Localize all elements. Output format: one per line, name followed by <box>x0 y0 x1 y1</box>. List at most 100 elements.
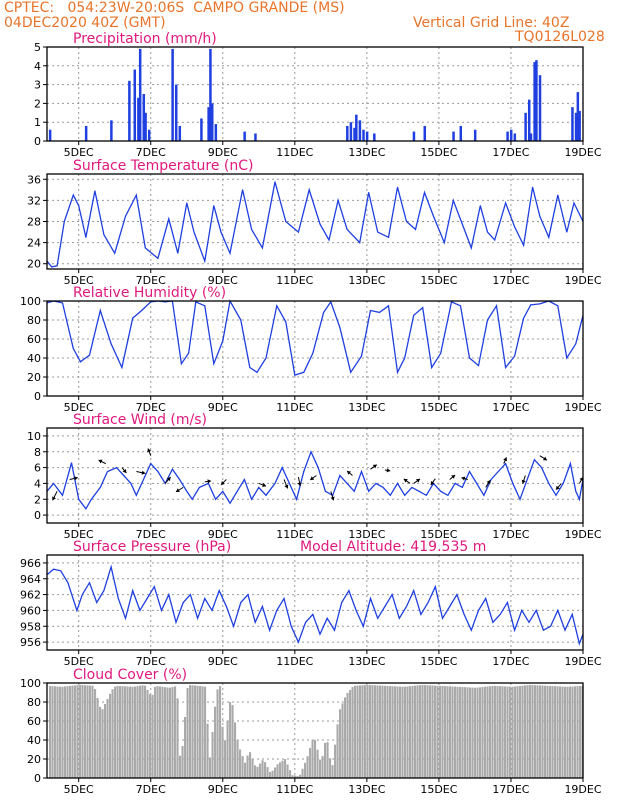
cloud-bar <box>209 757 212 778</box>
precip-bar <box>353 127 356 141</box>
cloud-bar <box>274 767 277 778</box>
header-grid-note: Vertical Grid Line: 40Z <box>413 15 570 31</box>
cloud-bar <box>59 686 62 778</box>
wind-vector-arrowhead <box>386 468 391 473</box>
cloud-bar <box>126 686 129 778</box>
wind-panel: 0 2 4 6 8 10 5DEC 7DEC 9DEC 11DEC 13DEC 15DEC 17DEC 1… <box>27 412 602 541</box>
pres-point <box>405 605 407 607</box>
wind-point <box>85 508 87 510</box>
cloud-bar <box>276 764 279 778</box>
wind-point <box>533 459 535 461</box>
pres-point <box>499 613 501 615</box>
cloud-bar <box>181 745 184 778</box>
cloud-frame <box>46 682 584 779</box>
cloud-bar <box>379 685 382 778</box>
cloud-bar <box>331 765 334 778</box>
cloud-bar <box>484 686 487 778</box>
wind-point <box>107 471 109 473</box>
precip-bar <box>473 129 477 141</box>
cloud-bar <box>231 704 234 778</box>
cloud-bar <box>411 685 414 778</box>
wind-point <box>61 494 63 496</box>
cloud-bar <box>476 687 479 778</box>
cloud-bar <box>529 684 532 778</box>
rh-y-tick-label: 40 <box>27 352 41 365</box>
wind-vector-arrowhead <box>166 477 171 482</box>
wind-point <box>130 482 132 484</box>
cloud-x-tick-label: 13DEC <box>348 783 385 796</box>
cloud-bar <box>306 756 309 778</box>
wind-vector-arrowhead <box>503 457 508 462</box>
cloud-bar <box>504 686 507 778</box>
rh-point <box>180 363 182 365</box>
temp-x-tick-label: 5DEC <box>64 274 94 287</box>
cloud-bar <box>334 744 337 778</box>
pres-point <box>478 609 480 611</box>
rh-point <box>387 305 389 307</box>
cloud-bar <box>171 687 174 778</box>
cloud-bar <box>76 685 79 778</box>
cloud-bar <box>309 747 312 778</box>
cloud-bar <box>571 686 574 778</box>
wind-point <box>469 471 471 473</box>
cloud-bar <box>561 686 564 778</box>
cloud-bar <box>186 687 189 778</box>
pres-point <box>514 629 516 631</box>
cloud-bar <box>371 685 374 778</box>
precip-bar <box>174 84 178 141</box>
wind-point <box>99 486 101 488</box>
temp-x-tick-label: 15DEC <box>420 274 457 287</box>
cloud-bar <box>399 686 402 778</box>
temp-point <box>433 215 435 217</box>
cloud-bar <box>361 685 364 778</box>
temp-x-tick-label: 17DEC <box>492 274 529 287</box>
cloud-bar <box>189 685 192 778</box>
cloud-bar <box>514 686 517 778</box>
cloud-bar <box>66 686 69 778</box>
temp-point <box>514 226 516 228</box>
temp-point <box>78 205 80 207</box>
pres-point <box>161 609 163 611</box>
pres-point <box>240 602 242 603</box>
wind-point <box>135 494 137 496</box>
cloud-bar <box>381 685 384 778</box>
cloud-bar <box>391 686 394 778</box>
cloud-y-tick-label: 20 <box>27 753 41 766</box>
precip-bar <box>578 110 581 141</box>
cloud-bar <box>429 685 432 778</box>
temp-x-tick-label: 9DEC <box>208 274 238 287</box>
pres-point <box>139 609 141 611</box>
cloud-bar <box>219 686 222 778</box>
precip-bar <box>452 131 455 141</box>
temp-point <box>168 218 170 220</box>
pres-point <box>211 609 213 611</box>
cloud-bar <box>461 687 464 778</box>
wind-vector-arrowhead <box>451 474 456 479</box>
wind-x-tick-label: 5DEC <box>64 528 94 541</box>
rh-frame <box>46 300 584 397</box>
precip-bar <box>576 92 580 141</box>
wind-point <box>236 490 238 492</box>
pres-point <box>355 609 357 611</box>
cloud-bar <box>116 685 119 778</box>
cloud-bar <box>289 770 292 778</box>
wind-vector-arrowhead <box>122 469 127 473</box>
cloud-bar <box>576 686 579 778</box>
cloud-bar <box>549 685 552 778</box>
temp-point <box>261 247 263 249</box>
wind-x-tick-label: 17DEC <box>492 528 529 541</box>
cloud-bar <box>416 685 419 778</box>
precip-bar <box>538 75 542 141</box>
precip-y-tick-label: 0 <box>34 135 41 148</box>
temp-point <box>566 231 568 233</box>
pres-point <box>492 621 494 623</box>
rh-point <box>110 343 112 345</box>
pres-point <box>427 602 429 603</box>
wind-point <box>143 478 145 480</box>
wind-point <box>411 486 413 488</box>
pres-point <box>377 617 379 619</box>
pres-point <box>225 605 227 607</box>
cloud-bar <box>364 685 367 778</box>
cloud-bar <box>339 709 342 778</box>
cloud-bar <box>179 755 182 778</box>
